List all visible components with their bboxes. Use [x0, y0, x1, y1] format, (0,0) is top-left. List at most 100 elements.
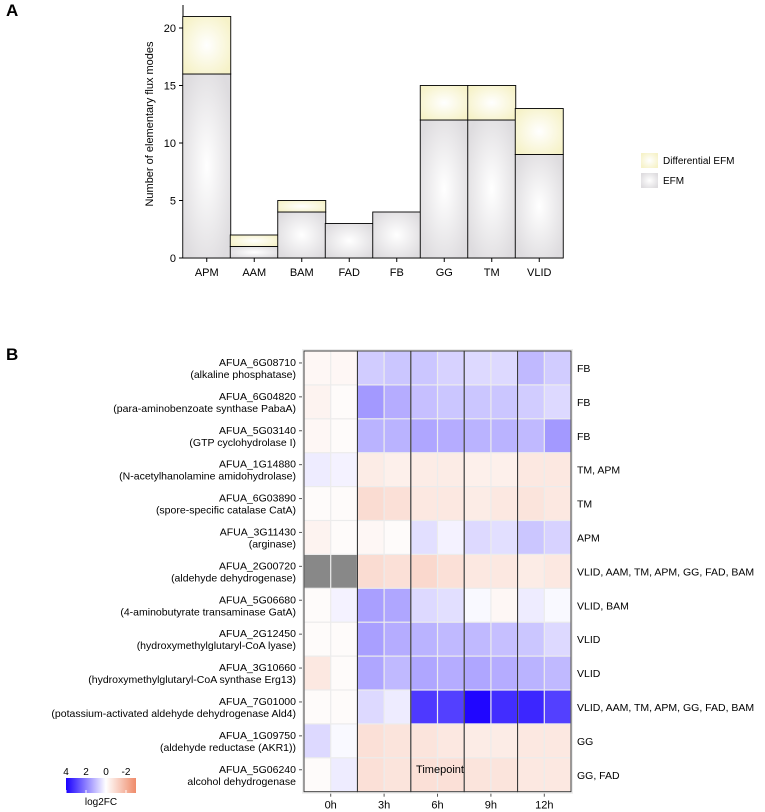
heatmap-cell [331, 521, 357, 554]
heatmap-cell [438, 724, 464, 758]
colorbar-tick-label: 0 [103, 767, 109, 778]
heatmap-cell [518, 724, 544, 758]
heatmap-cell [304, 385, 331, 419]
heatmap-cell [304, 487, 331, 520]
heatmap-cell [304, 724, 331, 758]
row-pathways: VLID [577, 668, 601, 680]
heatmap-cell [411, 385, 437, 419]
heatmap-cell [358, 453, 384, 486]
heatmap-cell [544, 453, 571, 486]
row-gene-id: AFUA_6G08710 [219, 357, 296, 369]
heatmap-cell [491, 419, 517, 453]
bar-chart-legend: Differential EFM EFM [641, 153, 735, 188]
heatmap-cell [544, 521, 571, 554]
heatmap-cell [544, 385, 571, 419]
heatmap-xlabel: Timepoint [416, 764, 464, 776]
heatmap-cell [518, 351, 544, 385]
x-tick-label: VLID [527, 267, 552, 279]
heatmap-cell [464, 656, 491, 690]
y-tick-label: 5 [170, 196, 176, 208]
heatmap-cell [358, 724, 384, 758]
colorbar-tick-label: 2 [83, 767, 89, 778]
bar-efm [229, 246, 279, 259]
heatmap-cell [304, 588, 331, 622]
heatmap-cell [438, 656, 464, 690]
bar-efm [419, 119, 469, 259]
row-gene-id: AFUA_1G09750 [219, 730, 296, 742]
heatmap-cell [384, 555, 411, 588]
row-pathways: FB [577, 397, 590, 409]
x-tick-label: 3h [378, 800, 390, 812]
heatmap-cell [491, 555, 517, 588]
heatmap-cell [384, 419, 411, 453]
y-tick-label: 10 [164, 138, 176, 150]
heatmap-cell [331, 588, 357, 622]
heatmap-cell [438, 555, 464, 588]
heatmap-cell [411, 521, 437, 554]
heatmap-cell [438, 487, 464, 520]
heatmap-cell [358, 487, 384, 520]
heatmap-cell [331, 758, 357, 792]
heatmap-cell [358, 555, 384, 588]
x-tick-label: 0h [325, 800, 337, 812]
heatmap-cell [411, 758, 437, 792]
row-gene-id: AFUA_5G06680 [219, 594, 296, 606]
row-gene-id: AFUA_3G10660 [219, 662, 296, 674]
row-gene-name: (alkaline phosphatase) [190, 369, 296, 381]
heatmap-cell [331, 487, 357, 520]
heatmap-cell [358, 690, 384, 724]
heatmap-cell [411, 453, 437, 486]
heatmap-cell [304, 690, 331, 724]
heatmap-cell [438, 521, 464, 554]
heatmap-cell [544, 622, 571, 656]
heatmap-cell [518, 555, 544, 588]
heatmap-cell [518, 622, 544, 656]
heatmap-cell [358, 521, 384, 554]
row-gene-id: AFUA_5G03140 [219, 425, 296, 437]
heatmap-cell [544, 351, 571, 385]
heatmap-cell [331, 351, 357, 385]
heatmap-cell [518, 758, 544, 792]
heatmap-cell [331, 419, 357, 453]
bar-efm [277, 211, 327, 259]
y-tick-label: 20 [164, 23, 176, 35]
heatmap-cell [358, 622, 384, 656]
row-pathways: VLID, AAM, TM, APM, GG, FAD, BAM [577, 566, 754, 578]
bar-efm [324, 223, 374, 259]
bar-differential-efm [229, 234, 279, 247]
heatmap-cell [384, 453, 411, 486]
row-pathways: GG, FAD [577, 770, 620, 782]
row-gene-name: alcohol dehydrogenase [187, 776, 296, 788]
heatmap-cell [384, 724, 411, 758]
heatmap-cell [518, 521, 544, 554]
heatmap-cell [491, 453, 517, 486]
heatmap-cell [438, 690, 464, 724]
heatmap-cell [464, 588, 491, 622]
heatmap-cell [358, 385, 384, 419]
legend-label: Differential EFM [663, 156, 735, 167]
x-tick-label: FAD [339, 267, 360, 279]
heatmap-cell [411, 588, 437, 622]
heatmap-cell [518, 487, 544, 520]
heatmap-cell [384, 588, 411, 622]
colorbar-tick-label: -2 [122, 767, 131, 778]
heatmap-cell [304, 351, 331, 385]
heatmap-cell [464, 690, 491, 724]
legend-swatch [641, 173, 658, 188]
legend-swatch [641, 153, 658, 168]
heatmap-cell [544, 555, 571, 588]
heatmap-cell [464, 385, 491, 419]
bar-differential-efm [514, 108, 564, 155]
row-gene-id: AFUA_1G14880 [219, 459, 296, 471]
heatmap-cell [518, 690, 544, 724]
heatmap-cell [411, 351, 437, 385]
row-gene-name: (aldehyde reductase (AKR1)) [160, 742, 296, 754]
heatmap-cell [491, 690, 517, 724]
heatmap-cell [464, 555, 491, 588]
row-gene-name: (GTP cyclohydrolase I) [189, 437, 296, 449]
row-gene-name: (hydroxymethylglutaryl-CoA synthase Erg1… [88, 674, 296, 686]
heatmap-cell [464, 487, 491, 520]
heatmap-cell [304, 656, 331, 690]
heatmap-cell [384, 351, 411, 385]
